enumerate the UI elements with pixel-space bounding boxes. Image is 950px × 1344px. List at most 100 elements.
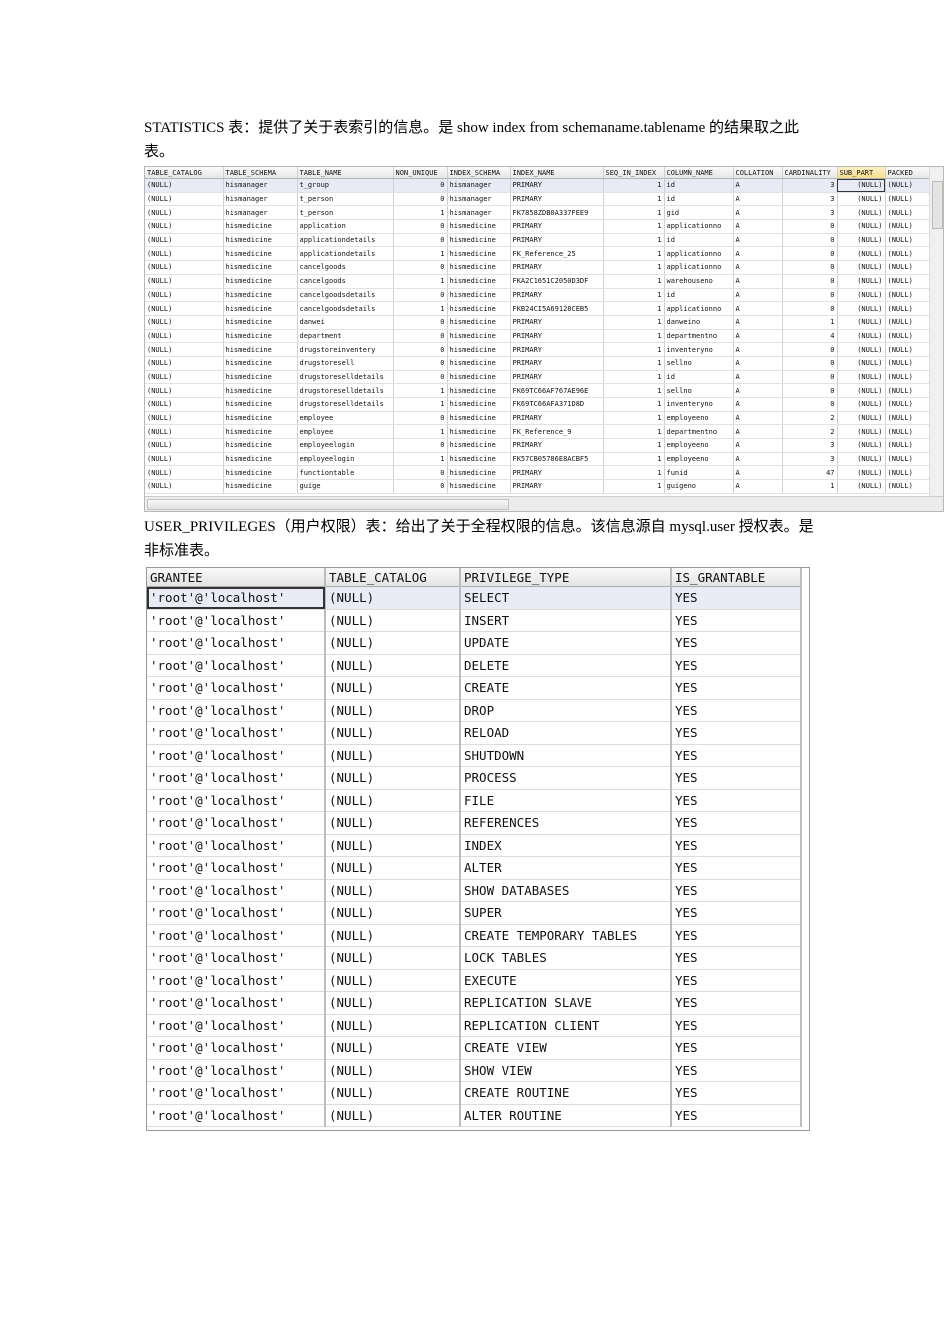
table-cell[interactable]: FK69TC66AFA371D8D: [510, 397, 604, 412]
table-cell[interactable]: 'root'@'localhost': [147, 924, 326, 947]
table-cell[interactable]: 1: [603, 178, 665, 193]
table-cell[interactable]: (NULL): [325, 991, 461, 1015]
table-cell[interactable]: REPLICATION SLAVE: [460, 991, 672, 1015]
table-cell[interactable]: A: [733, 288, 783, 303]
table-cell[interactable]: drugstoresell: [297, 356, 394, 371]
table-cell[interactable]: hismedicine: [447, 219, 511, 234]
table-cell[interactable]: 1: [393, 424, 448, 440]
table-cell[interactable]: A: [733, 260, 783, 275]
table-cell[interactable]: 0: [393, 288, 448, 303]
table-cell[interactable]: (NULL): [837, 192, 886, 207]
table-row[interactable]: (NULL) hismedicine drugstoresell 0 hismedici…: [145, 356, 930, 371]
table-cell[interactable]: FKA2C1651C2050D3DF: [510, 274, 604, 289]
column-header[interactable]: SEQ_IN_INDEX: [603, 167, 665, 179]
table-cell[interactable]: (NULL): [885, 301, 930, 316]
table-cell[interactable]: YES: [671, 699, 802, 722]
table-cell[interactable]: hismanager: [223, 192, 298, 207]
table-cell[interactable]: ALTER ROUTINE: [460, 1104, 672, 1127]
table-cell[interactable]: hismedicine: [447, 424, 511, 440]
table-cell[interactable]: 1: [782, 315, 838, 330]
table-cell[interactable]: A: [733, 342, 783, 357]
table-row[interactable]: 'root'@'localhost' (NULL) DELETE YES: [147, 654, 802, 677]
table-cell[interactable]: 1: [393, 246, 448, 262]
table-cell[interactable]: inventeryno: [664, 397, 734, 412]
table-cell[interactable]: hismedicine: [223, 356, 298, 371]
table-cell[interactable]: hismedicine: [223, 383, 298, 398]
table-cell[interactable]: (NULL): [325, 631, 461, 655]
table-cell[interactable]: 1: [603, 246, 665, 262]
table-cell[interactable]: YES: [671, 834, 802, 857]
table-row[interactable]: 'root'@'localhost' (NULL) LOCK TABLES YES: [147, 946, 802, 970]
table-cell[interactable]: 'root'@'localhost': [147, 789, 326, 812]
table-cell[interactable]: YES: [671, 1014, 802, 1037]
table-cell[interactable]: inventeryno: [664, 342, 734, 357]
table-cell[interactable]: (NULL): [145, 397, 224, 412]
table-row[interactable]: (NULL) hismanager t_person 1 hismanager FK785…: [145, 205, 930, 221]
table-cell[interactable]: 3: [782, 178, 838, 193]
table-cell[interactable]: 1: [603, 329, 665, 344]
table-row[interactable]: 'root'@'localhost' (NULL) SUPER YES: [147, 901, 802, 925]
table-cell[interactable]: (NULL): [145, 329, 224, 344]
table-cell[interactable]: applicationno: [664, 260, 734, 275]
table-cell[interactable]: FK_Reference_9: [510, 424, 604, 440]
table-cell[interactable]: (NULL): [837, 342, 886, 357]
table-cell[interactable]: ALTER: [460, 856, 672, 880]
table-cell[interactable]: hismedicine: [447, 465, 511, 481]
table-cell[interactable]: (NULL): [837, 233, 886, 248]
column-header[interactable]: PRIVILEGE_TYPE: [460, 568, 672, 587]
table-row[interactable]: 'root'@'localhost' (NULL) ALTER ROUTINE YES: [147, 1104, 802, 1127]
table-cell[interactable]: hismedicine: [223, 233, 298, 248]
table-cell[interactable]: (NULL): [325, 676, 461, 700]
table-cell[interactable]: 0: [782, 370, 838, 385]
table-cell[interactable]: (NULL): [145, 383, 224, 398]
table-cell[interactable]: hismedicine: [223, 329, 298, 344]
table-cell[interactable]: 1: [603, 288, 665, 303]
table-cell[interactable]: 1: [603, 438, 665, 453]
table-cell[interactable]: PRIMARY: [510, 192, 604, 207]
table-cell[interactable]: (NULL): [885, 233, 930, 248]
table-cell[interactable]: (NULL): [885, 329, 930, 344]
table-cell[interactable]: cancelgoodsdetails: [297, 301, 394, 316]
table-cell[interactable]: (NULL): [885, 452, 930, 467]
table-cell[interactable]: YES: [671, 1059, 802, 1082]
table-cell[interactable]: (NULL): [837, 205, 886, 221]
table-cell[interactable]: applicationdetails: [297, 233, 394, 248]
table-cell[interactable]: (NULL): [885, 370, 930, 385]
table-row[interactable]: (NULL) hismedicine employeelogin 1 hismedici…: [145, 452, 930, 467]
table-cell[interactable]: 1: [603, 452, 665, 467]
table-cell[interactable]: cancelgoods: [297, 274, 394, 289]
table-row[interactable]: 'root'@'localhost' (NULL) PROCESS YES: [147, 766, 802, 790]
scroll-thumb[interactable]: [932, 181, 943, 229]
table-cell[interactable]: hismedicine: [223, 342, 298, 357]
table-cell[interactable]: employee: [297, 424, 394, 440]
table-cell[interactable]: hismedicine: [223, 479, 298, 494]
table-cell[interactable]: 0: [393, 233, 448, 248]
table-row[interactable]: (NULL) hismedicine employeelogin 0 hismedici…: [145, 438, 930, 453]
table-cell[interactable]: 'root'@'localhost': [147, 676, 326, 700]
table-cell[interactable]: (NULL): [145, 233, 224, 248]
table-cell[interactable]: departmentno: [664, 424, 734, 440]
table-row[interactable]: 'root'@'localhost' (NULL) INSERT YES: [147, 609, 802, 632]
column-header[interactable]: IS_GRANTABLE: [671, 568, 802, 587]
table-cell[interactable]: (NULL): [885, 288, 930, 303]
table-cell[interactable]: (NULL): [837, 465, 886, 481]
table-cell[interactable]: 0: [393, 370, 448, 385]
table-cell[interactable]: YES: [671, 879, 802, 902]
table-cell[interactable]: hismedicine: [447, 411, 511, 426]
table-cell[interactable]: (NULL): [885, 219, 930, 234]
table-cell[interactable]: hismanager: [447, 192, 511, 207]
table-cell[interactable]: 'root'@'localhost': [147, 856, 326, 880]
table-cell[interactable]: PRIMARY: [510, 479, 604, 494]
table-cell[interactable]: YES: [671, 676, 802, 700]
table-cell[interactable]: (NULL): [837, 356, 886, 371]
table-cell[interactable]: FK7858ZDB0A337FEE9: [510, 205, 604, 221]
table-cell[interactable]: warehouseno: [664, 274, 734, 289]
table-cell[interactable]: t_person: [297, 192, 394, 207]
table-cell[interactable]: 0: [782, 342, 838, 357]
table-row[interactable]: (NULL) hismedicine drugstoreselldetails 0 hi…: [145, 370, 930, 385]
table-cell[interactable]: 'root'@'localhost': [147, 811, 326, 835]
table-cell[interactable]: 'root'@'localhost': [147, 699, 326, 722]
table-cell[interactable]: applicationno: [664, 301, 734, 316]
table-cell[interactable]: 'root'@'localhost': [147, 834, 326, 857]
table-row[interactable]: (NULL) hismedicine applicationdetails 1 hism…: [145, 246, 930, 262]
